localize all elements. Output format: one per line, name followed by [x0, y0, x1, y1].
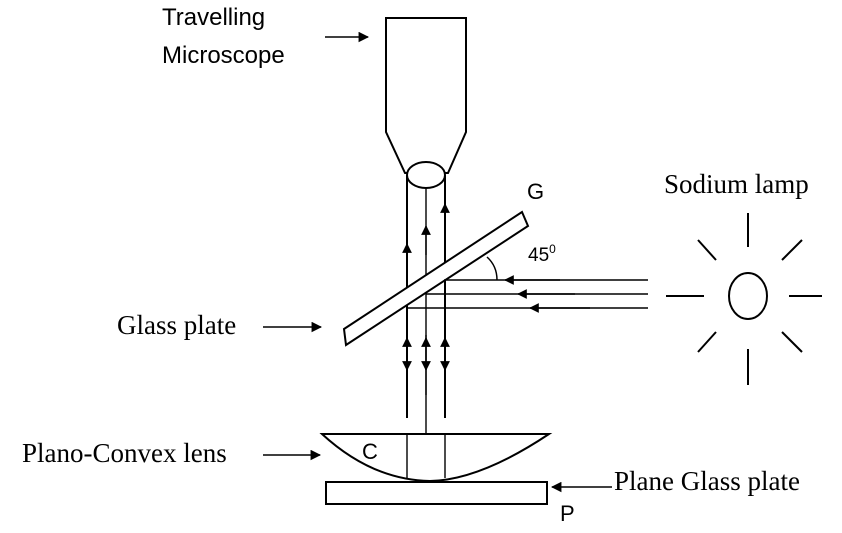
glass-plate-label: Glass plate — [117, 310, 237, 340]
incident-rays — [407, 275, 648, 313]
sodium-lamp — [666, 213, 822, 385]
plane-glass-plate-label: Plane Glass plate — [614, 466, 800, 496]
c-label: C — [362, 439, 378, 464]
angle-degree: 0 — [549, 242, 556, 256]
plano-convex-lens-label: Plano-Convex lens — [22, 438, 227, 468]
angle-label: 450 — [528, 243, 556, 265]
plane-glass-plate-p — [325, 481, 548, 505]
vertical-arrows — [402, 335, 450, 395]
angle-value: 45 — [528, 245, 550, 266]
p-label: P — [560, 501, 575, 526]
label-pointers — [263, 31, 612, 493]
glass-plate-g — [342, 210, 530, 347]
plano-convex-lens — [319, 433, 553, 483]
angle-arc — [486, 256, 498, 281]
reflected-rays — [402, 187, 450, 482]
g-label: G — [527, 179, 545, 204]
sodium-lamp-label: Sodium lamp — [664, 169, 809, 199]
microscope-label-line1: Travelling — [162, 4, 266, 31]
microscope-label-line2: Microscope — [162, 42, 285, 69]
